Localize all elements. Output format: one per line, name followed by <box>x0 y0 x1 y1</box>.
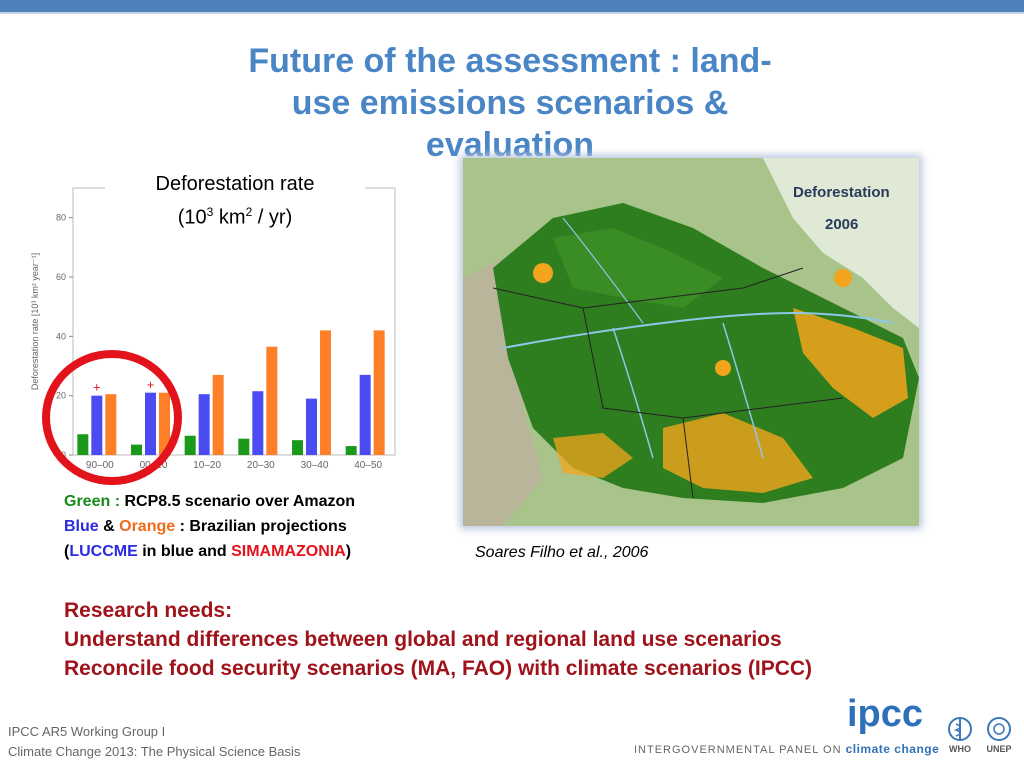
bar-blue <box>198 394 210 455</box>
highlight-circle <box>42 350 182 485</box>
svg-text:ipcc: ipcc <box>847 693 923 735</box>
title-line-3: evaluation <box>425 126 595 164</box>
bar-orange <box>320 330 331 455</box>
legend-line-3: (LUCCME in blue and SIMAMAZONIA) <box>64 543 352 560</box>
slide-title: Future of the assessment : land- use emi… <box>170 40 850 166</box>
bar-green <box>345 446 357 455</box>
deforestation-map: Deforestation 2006 <box>463 158 919 526</box>
bar-orange <box>373 330 385 455</box>
map-svg <box>463 158 919 526</box>
chart-legend-text: Green : RCP8.5 scenario over Amazon Blue… <box>64 489 454 564</box>
y-tick-label: 60 <box>56 272 66 282</box>
bar-blue <box>252 391 264 455</box>
research-item-2: Reconcile food security scenarios (MA, F… <box>64 657 813 680</box>
svg-text:WHO: WHO <box>949 744 971 754</box>
y-axis-label: Deforestation rate [10³ km² year⁻¹] <box>30 253 40 390</box>
footer-source: IPCC AR5 Working Group I Climate Change … <box>8 722 300 762</box>
bar-orange <box>212 374 224 455</box>
y-tick-label: 40 <box>56 331 66 341</box>
chart-caption: Deforestation rate (103 km2 / yr) <box>105 170 365 232</box>
bar-orange <box>266 346 278 455</box>
chart-caption-line-2: (103 km2 / yr) <box>177 205 293 229</box>
top-accent-line <box>0 12 1024 14</box>
bar-green <box>292 440 303 455</box>
bar-blue <box>306 398 317 455</box>
legend-line-1: Green : RCP8.5 scenario over Amazon <box>64 493 356 510</box>
bar-green <box>184 435 196 455</box>
x-tick-label: 20–30 <box>247 460 275 471</box>
map-label-year: 2006 <box>825 216 859 233</box>
chart-caption-line-1: Deforestation rate <box>155 173 315 195</box>
x-tick-label: 30–40 <box>301 460 329 471</box>
footer-line-1: IPCC AR5 Working Group I <box>8 724 166 739</box>
footer-line-2: Climate Change 2013: The Physical Scienc… <box>8 744 301 759</box>
bar-blue <box>359 374 371 455</box>
x-tick-label: 10–20 <box>193 460 221 471</box>
y-tick-label: 80 <box>56 213 66 223</box>
top-accent-bar <box>0 0 1024 12</box>
research-needs: Research needs: Understand differences b… <box>64 596 1004 683</box>
title-line-2: use emissions scenarios & <box>291 84 729 122</box>
research-heading: Research needs: <box>64 599 233 622</box>
x-tick-label: 40–50 <box>354 460 382 471</box>
map-label-title: Deforestation <box>793 184 890 201</box>
title-line-1: Future of the assessment : land- <box>248 42 772 80</box>
map-citation: Soares Filho et al., 2006 <box>475 544 649 561</box>
svg-text:UNEP: UNEP <box>986 744 1011 754</box>
footer-tagline: INTERGOVERNMENTAL PANEL ON climate chang… <box>634 742 940 756</box>
who-logo: WHO <box>948 717 972 754</box>
bar-green <box>238 438 250 455</box>
legend-line-2: Blue & Orange : Brazilian projections <box>64 518 347 535</box>
unep-logo: UNEP <box>986 717 1012 754</box>
ipcc-logo: ipcc <box>847 693 923 735</box>
research-item-1: Understand differences between global an… <box>64 628 782 651</box>
